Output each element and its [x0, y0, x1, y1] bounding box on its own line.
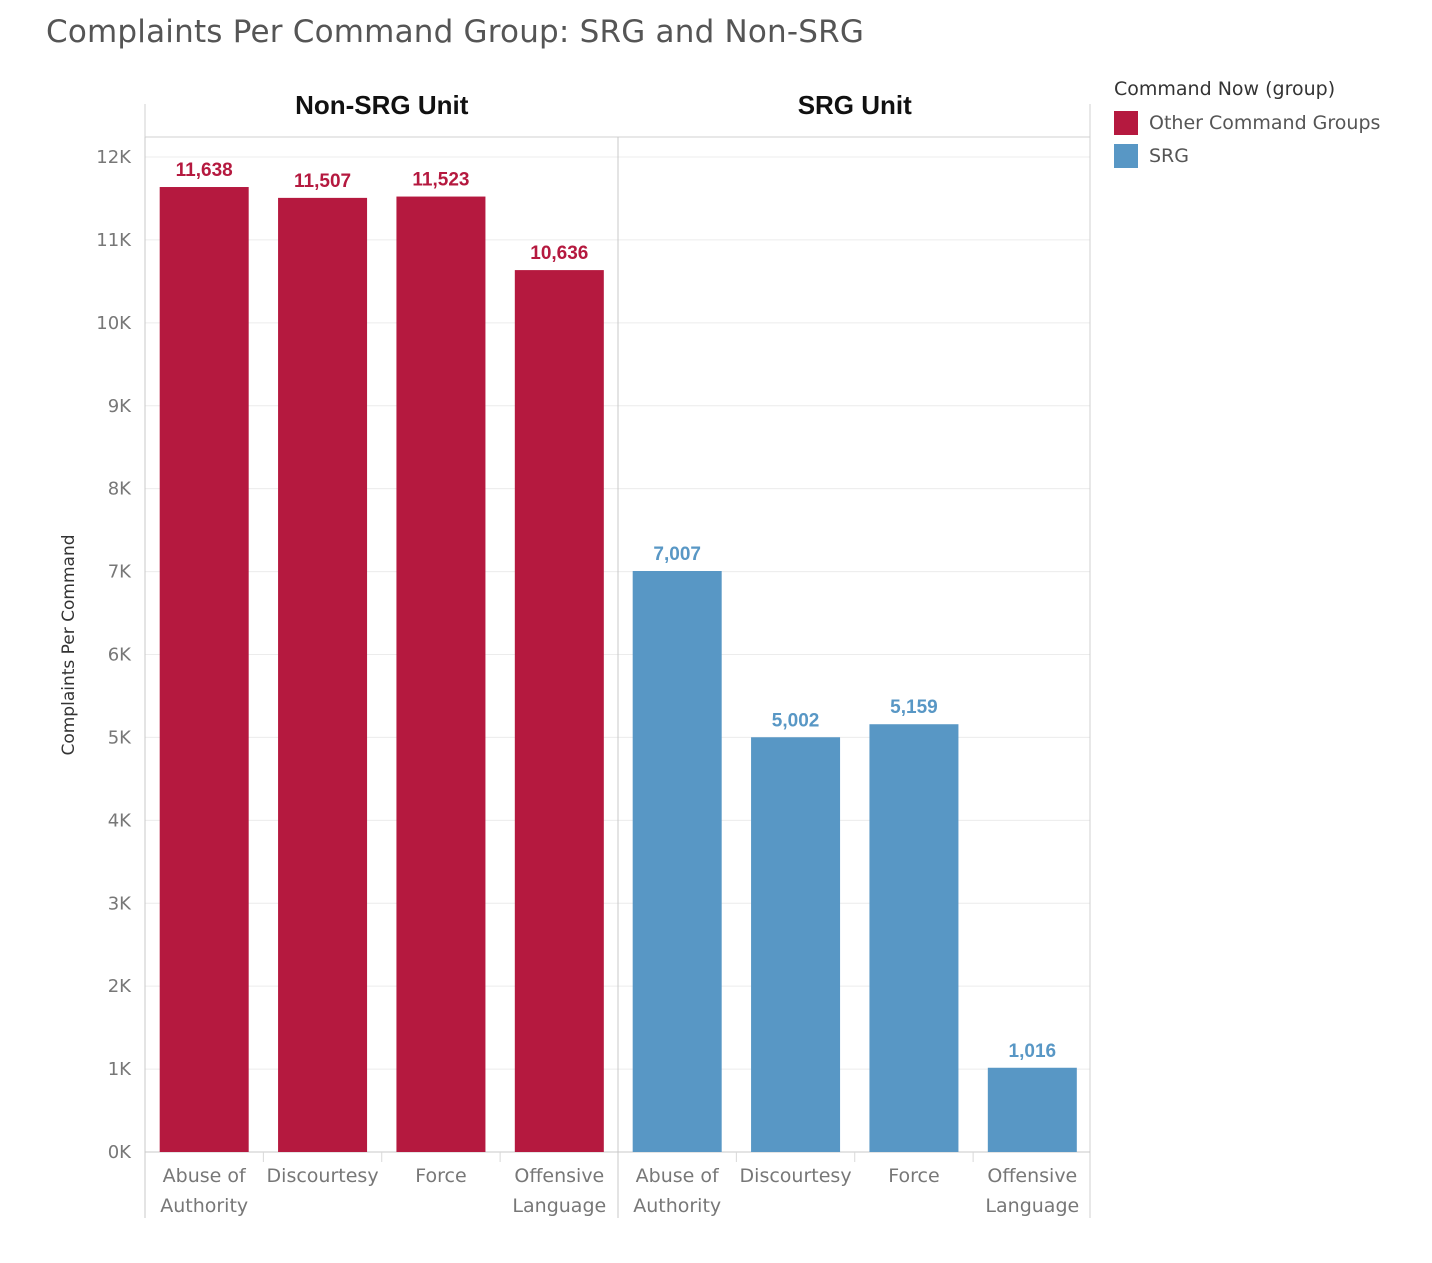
y-tick-label: 4K — [108, 810, 132, 831]
data-label: 5,002 — [772, 710, 820, 731]
legend-swatch-srg — [1114, 143, 1138, 168]
y-tick-label: 12K — [96, 147, 132, 168]
bar — [278, 197, 368, 1152]
legend: Command Now (group) Other Command Groups… — [1114, 78, 1380, 172]
panel-header: SRG Unit — [798, 90, 912, 120]
x-tick-label: Authority — [633, 1195, 721, 1217]
y-tick-label: 1K — [108, 1059, 132, 1080]
legend-swatch-other — [1114, 110, 1138, 135]
x-tick-label: Authority — [160, 1195, 248, 1217]
y-tick-label: 3K — [108, 893, 132, 914]
bar — [396, 196, 486, 1152]
x-tick-label: Language — [985, 1195, 1079, 1217]
data-label: 7,007 — [653, 544, 701, 565]
y-axis-title: Complaints Per Command — [59, 534, 79, 755]
x-tick-label: Offensive — [987, 1165, 1077, 1187]
x-tick-label: Force — [888, 1165, 939, 1187]
legend-title: Command Now (group) — [1114, 78, 1336, 100]
y-tick-label: 8K — [108, 479, 132, 500]
x-tick-label: Offensive — [514, 1165, 604, 1187]
legend-item-srg[interactable]: SRG — [1114, 139, 1380, 172]
bar — [632, 571, 722, 1152]
y-tick-label: 11K — [96, 230, 132, 251]
bar — [514, 270, 604, 1152]
data-label: 5,159 — [890, 697, 938, 718]
bar — [987, 1067, 1077, 1152]
data-label: 1,016 — [1009, 1041, 1057, 1062]
y-tick-label: 10K — [96, 313, 132, 334]
x-tick-label: Discourtesy — [267, 1165, 379, 1187]
bar — [159, 187, 249, 1152]
y-tick-label: 7K — [108, 562, 132, 583]
legend-label-srg: SRG — [1149, 144, 1189, 167]
data-label: 11,523 — [412, 170, 469, 191]
y-tick-label: 6K — [108, 645, 132, 666]
legend-item-other-command-groups[interactable]: Other Command Groups — [1114, 106, 1380, 139]
chart-title: Complaints Per Command Group: SRG and No… — [46, 14, 865, 50]
y-tick-label: 9K — [108, 396, 132, 417]
panel-header: Non-SRG Unit — [295, 90, 469, 120]
x-tick-label: Force — [415, 1165, 466, 1187]
x-tick-label: Abuse of — [636, 1165, 720, 1187]
x-tick-label: Abuse of — [163, 1165, 247, 1187]
legend-label-other: Other Command Groups — [1149, 111, 1381, 134]
y-tick-label: 0K — [108, 1142, 132, 1163]
data-label: 10,636 — [530, 243, 588, 264]
x-tick-label: Language — [512, 1195, 606, 1217]
data-label: 11,507 — [294, 171, 351, 192]
bar — [751, 737, 841, 1152]
data-label: 11,638 — [176, 160, 233, 181]
y-tick-label: 5K — [108, 727, 132, 748]
y-tick-label: 2K — [108, 976, 132, 997]
bar — [869, 724, 959, 1152]
x-tick-label: Discourtesy — [740, 1165, 852, 1187]
